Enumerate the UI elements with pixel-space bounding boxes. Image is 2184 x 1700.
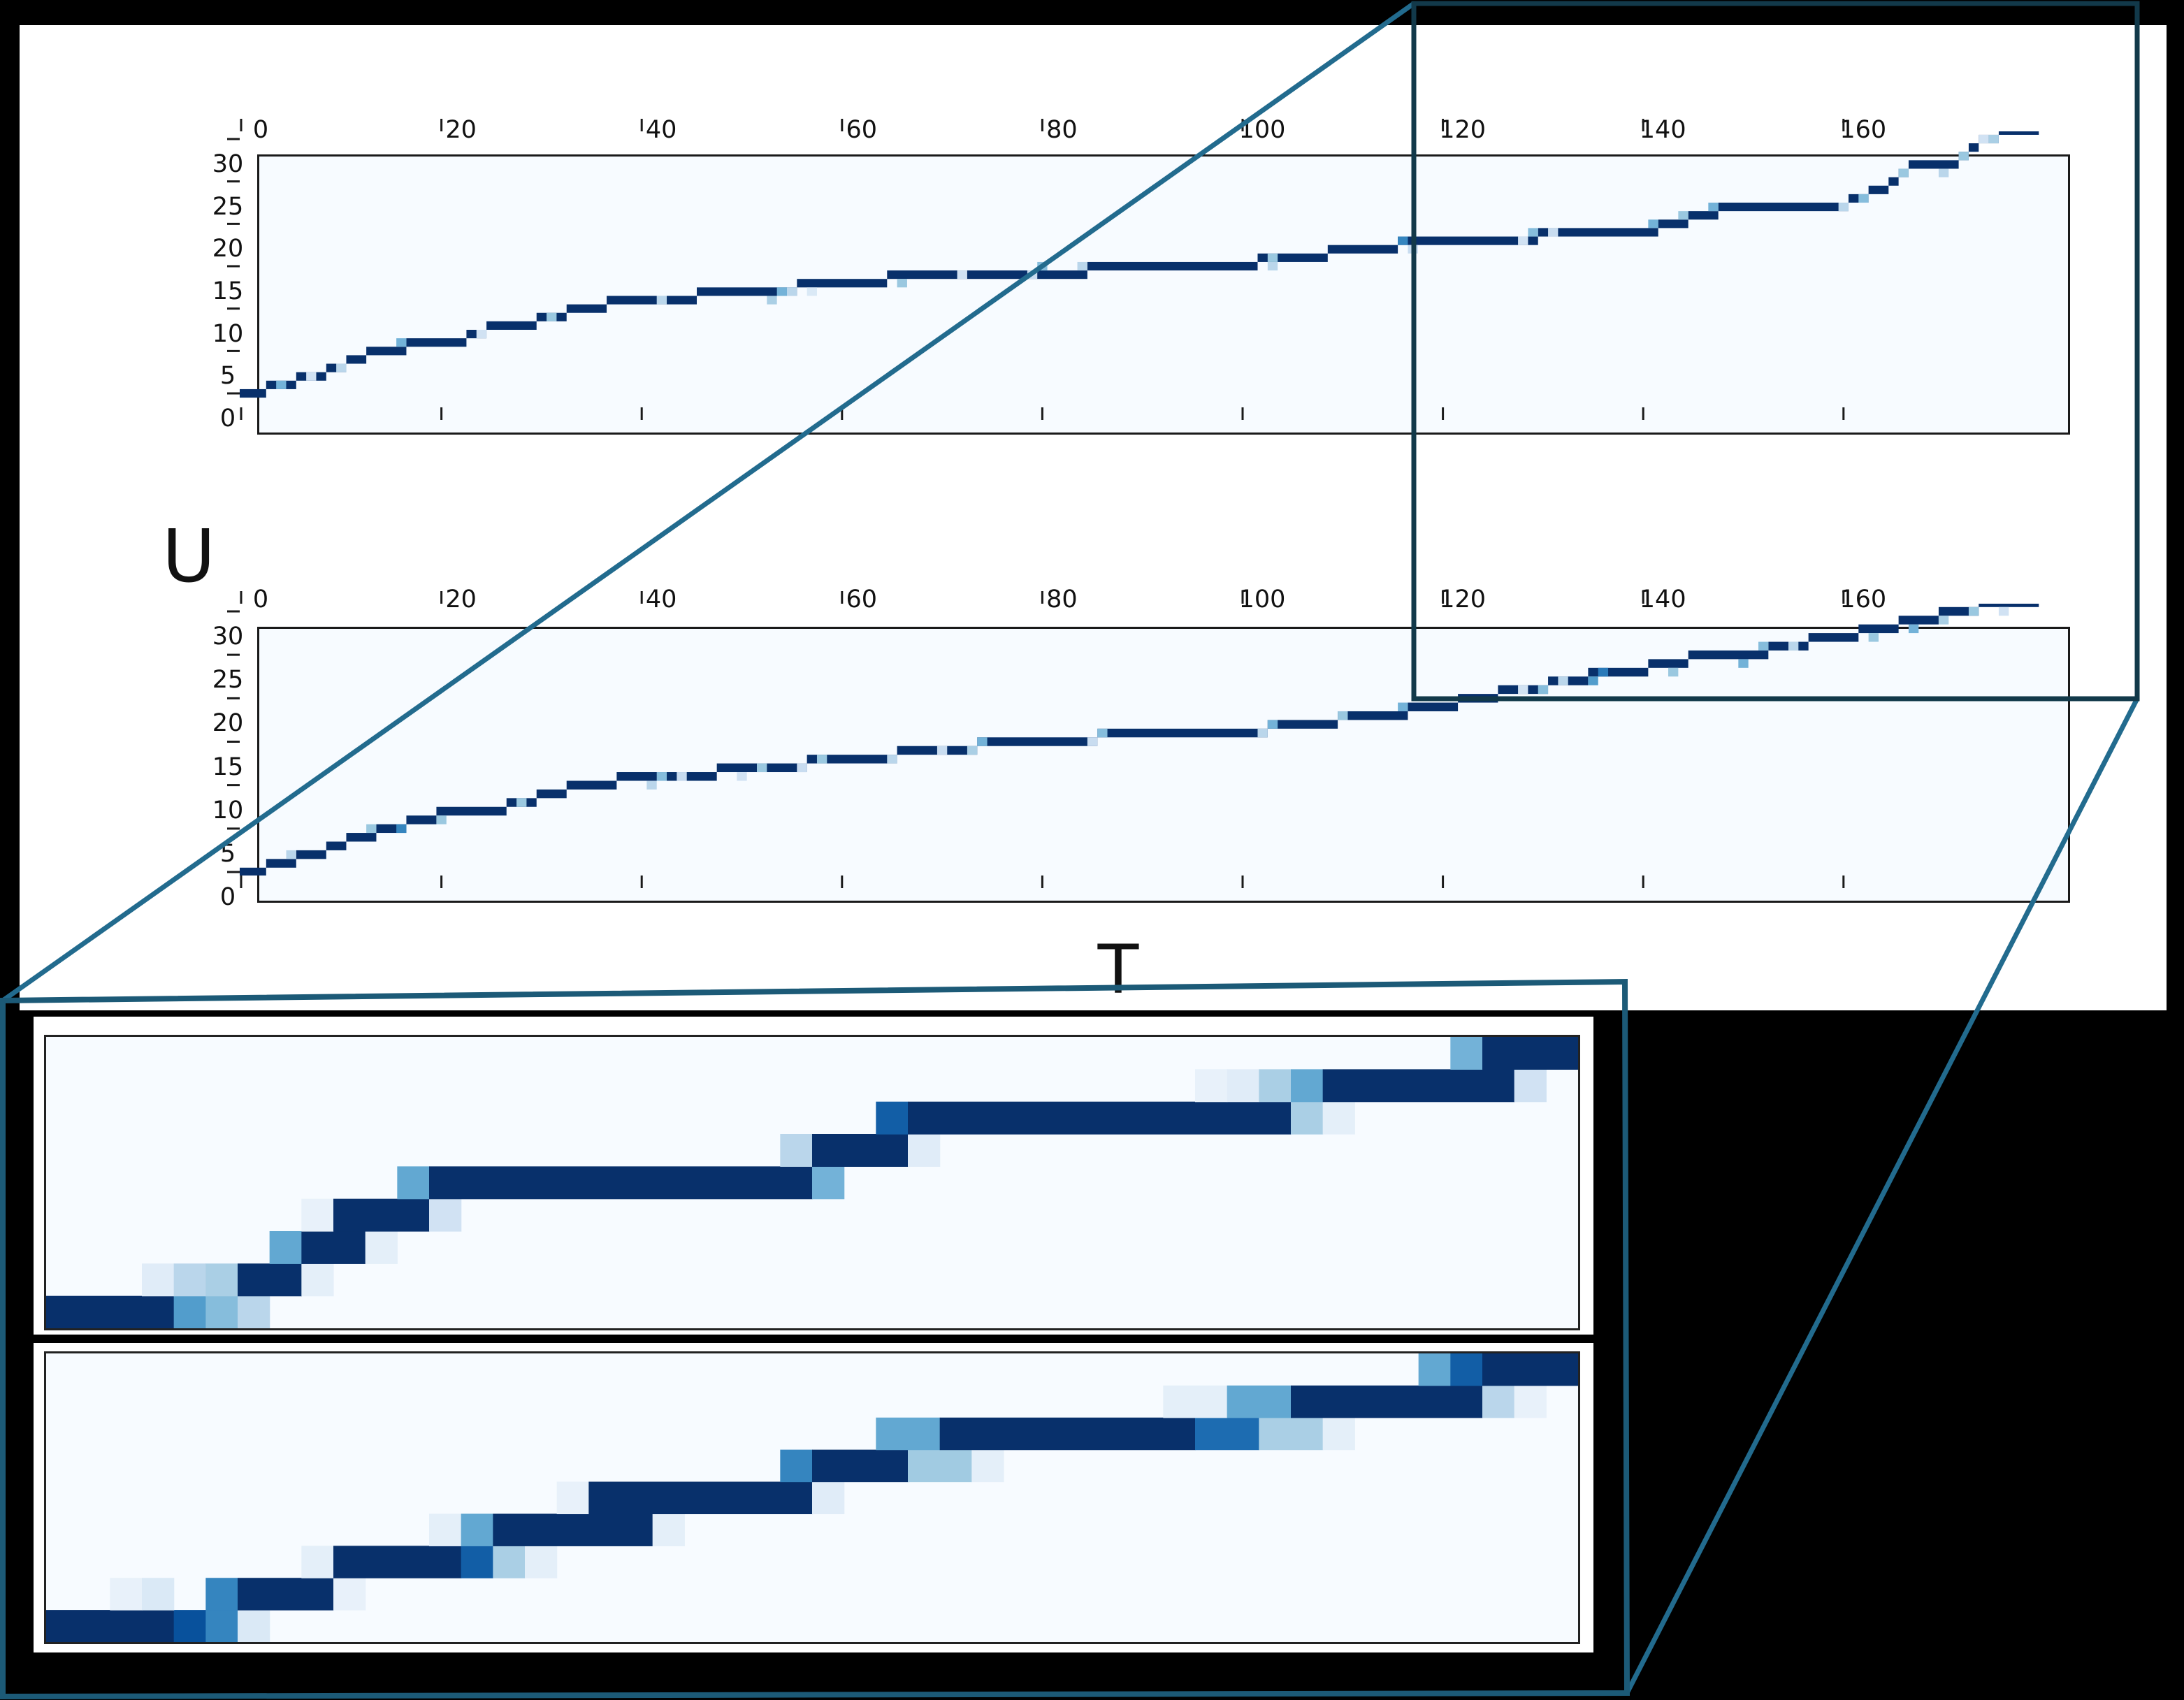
main-figure-panel: U T 0 0 20 20 40 40 60 60 80 80 100 100 120 120 140 140… xyxy=(20,25,2167,1010)
x-tick-label: 140 xyxy=(1639,116,1686,144)
inset-strip-top-heatmap xyxy=(46,1037,1578,1328)
x-tick-label: 120 xyxy=(1439,116,1486,144)
y-tick-label: 15 xyxy=(212,753,244,781)
x-tick-label: 20 xyxy=(445,116,477,144)
y-tick-label: 10 xyxy=(212,319,244,348)
x-tick-label: 80 xyxy=(1046,586,1078,613)
x-axis-label: T xyxy=(1097,931,1139,1009)
y-tick-label: 5 xyxy=(219,839,236,868)
y-tick-label: 0 xyxy=(219,883,236,911)
y-axis-label: U xyxy=(161,514,216,599)
x-tick-label: 20 xyxy=(445,586,477,613)
inset-strip-bottom-plotbox xyxy=(44,1351,1580,1644)
alignment-plot-bottom xyxy=(257,627,2070,903)
x-tick-label: 160 xyxy=(1839,586,1887,613)
x-tick-label: 100 xyxy=(1238,116,1286,144)
y-tick-label: 30 xyxy=(212,623,244,651)
alignment-plot-top xyxy=(257,154,2070,435)
y-tick-label: 15 xyxy=(212,277,244,305)
x-tick-label: 60 xyxy=(846,586,878,613)
y-tick-label: 20 xyxy=(212,235,244,263)
x-tick-label: 80 xyxy=(1046,116,1078,144)
y-tick-label: 25 xyxy=(212,192,244,221)
x-tick-label: 140 xyxy=(1639,586,1686,613)
x-tick-label: 0 xyxy=(252,116,269,144)
x-tick-label: 120 xyxy=(1439,586,1486,613)
x-tick-label: 40 xyxy=(645,586,677,613)
y-tick-label: 0 xyxy=(219,405,236,433)
y-tick-label: 10 xyxy=(212,796,244,824)
x-tick-label: 160 xyxy=(1839,116,1887,144)
y-tick-label: 25 xyxy=(212,666,244,695)
x-tick-label: 40 xyxy=(645,116,677,144)
x-tick-label: 100 xyxy=(1238,586,1286,613)
inset-strip-top-plotbox xyxy=(44,1035,1580,1330)
inset-strip-bottom-heatmap xyxy=(46,1353,1578,1642)
inset-strip-top xyxy=(34,1017,1593,1335)
y-tick-label: 20 xyxy=(212,709,244,738)
y-tick-label: 30 xyxy=(212,150,244,178)
x-tick-label: 0 xyxy=(252,586,269,613)
y-tick-label: 5 xyxy=(219,362,236,391)
inset-strip-bottom xyxy=(34,1343,1593,1652)
x-tick-label: 60 xyxy=(846,116,878,144)
